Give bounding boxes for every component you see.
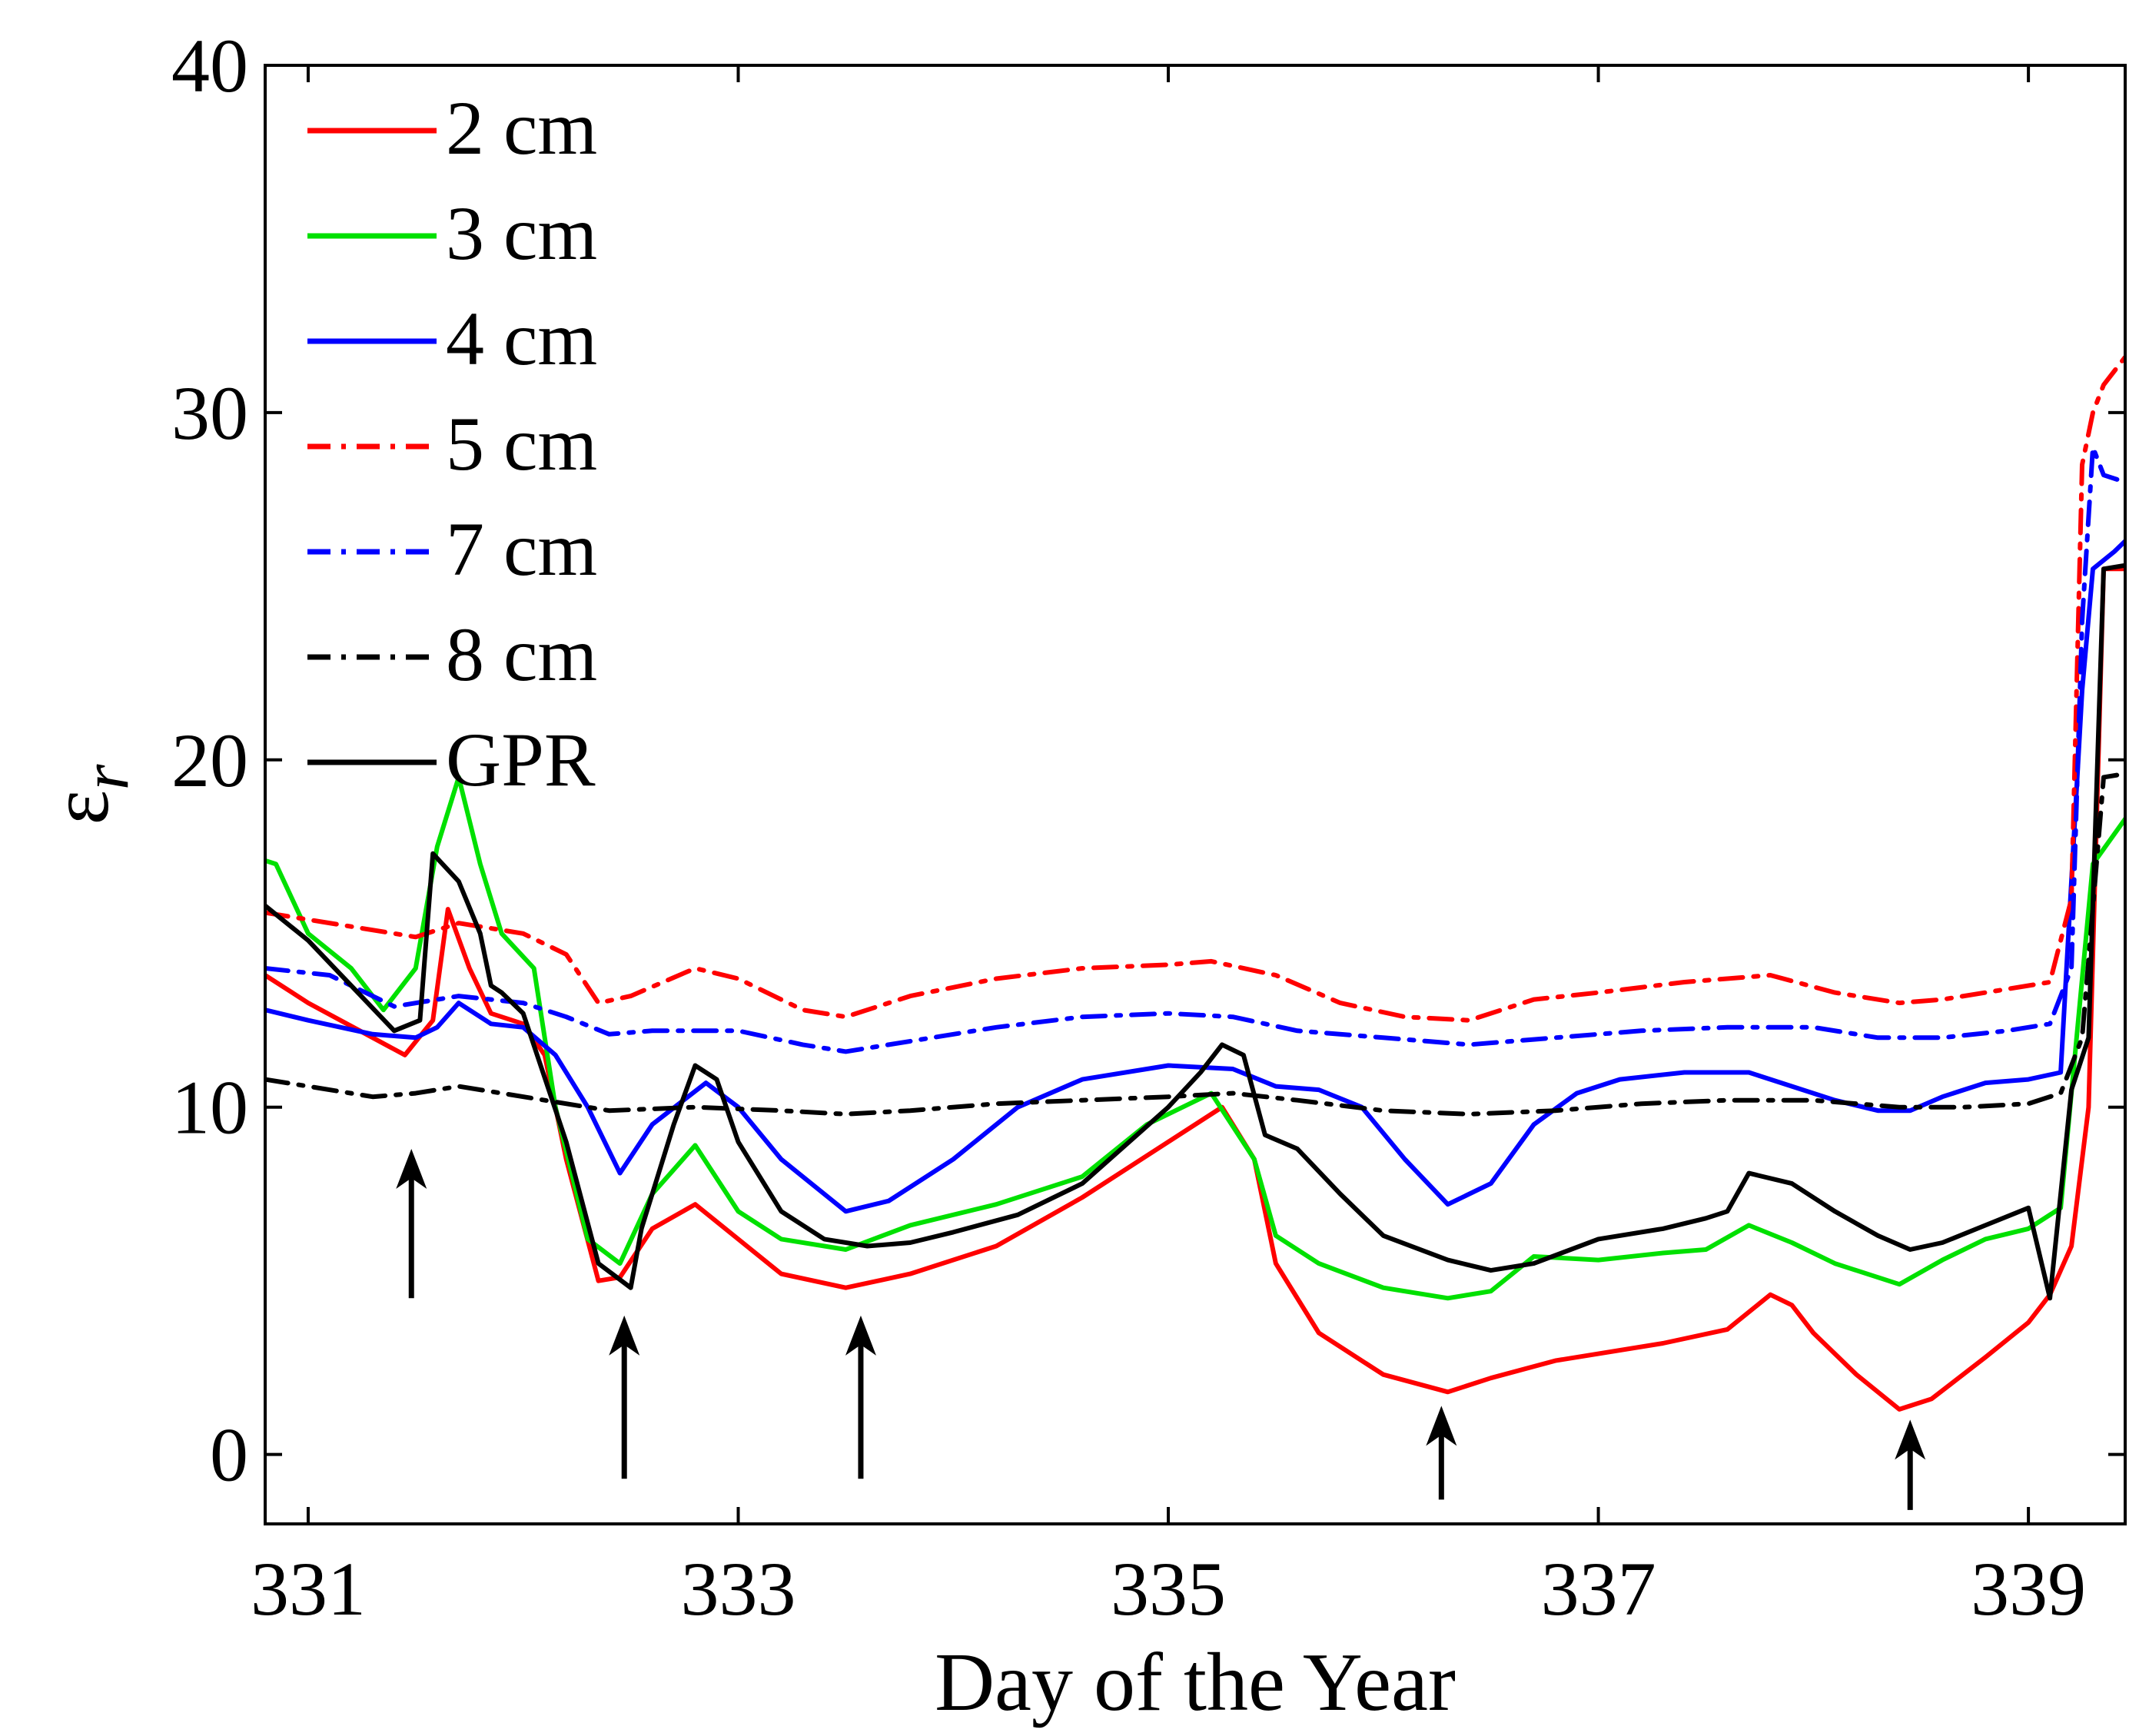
annotation-layer bbox=[396, 1148, 1926, 1510]
annotation-arrow-3 bbox=[845, 1315, 876, 1479]
legend-label: 7 cm bbox=[446, 506, 597, 592]
y-tick-label: 40 bbox=[171, 23, 248, 108]
legend-item: 4 cm bbox=[307, 296, 597, 381]
series-line-gpr bbox=[265, 563, 2125, 1301]
legend-label: 5 cm bbox=[446, 401, 597, 486]
series-layer bbox=[265, 354, 2125, 1412]
series-line-5-cm bbox=[265, 354, 2125, 1023]
y-tick-label: 20 bbox=[171, 718, 248, 803]
series-line-4-cm bbox=[265, 539, 2125, 1214]
annotation-arrow-4 bbox=[1426, 1406, 1457, 1500]
legend-item: 8 cm bbox=[307, 612, 597, 697]
legend-label: 2 cm bbox=[446, 85, 597, 171]
series-line-7-cm bbox=[265, 445, 2125, 1054]
plot-frame bbox=[264, 64, 2127, 1525]
x-tick-label: 339 bbox=[1971, 1546, 2086, 1631]
y-axis-label-subscript: r bbox=[68, 764, 142, 790]
legend-label: 4 cm bbox=[446, 296, 597, 381]
y-axis-label: εr bbox=[35, 764, 142, 825]
legend-item: 7 cm bbox=[307, 506, 597, 592]
x-tick-label: 337 bbox=[1541, 1546, 1656, 1631]
annotation-arrow-1 bbox=[396, 1148, 427, 1299]
annotation-arrow-2 bbox=[609, 1315, 640, 1479]
legend-label: GPR bbox=[446, 717, 596, 802]
series-line-8-cm bbox=[265, 771, 2125, 1117]
x-tick-label: 335 bbox=[1111, 1546, 1226, 1631]
series-line-3-cm bbox=[265, 775, 2125, 1301]
legend-label: 3 cm bbox=[446, 191, 597, 276]
axes-layer: 331 333 335 337 339 0 10 20 30 40 bbox=[171, 23, 2127, 1631]
y-tick-label: 30 bbox=[171, 370, 248, 456]
legend-item: 2 cm bbox=[307, 85, 597, 171]
y-tick-label: 10 bbox=[171, 1065, 248, 1150]
x-tick-label: 331 bbox=[251, 1546, 366, 1631]
annotation-arrow-5 bbox=[1895, 1419, 1926, 1510]
y-tick-label: 0 bbox=[210, 1412, 248, 1498]
legend: 2 cm 3 cm 4 cm 5 cm 7 cm 8 cm GPR bbox=[307, 85, 597, 802]
x-tick-label: 333 bbox=[680, 1546, 795, 1631]
legend-label: 8 cm bbox=[446, 612, 597, 697]
legend-item: 5 cm bbox=[307, 401, 597, 486]
x-axis-label: Day of the Year bbox=[935, 1637, 1456, 1728]
legend-item: 3 cm bbox=[307, 191, 597, 276]
legend-item: GPR bbox=[307, 717, 596, 802]
y-axis-label-symbol: ε bbox=[35, 790, 126, 825]
